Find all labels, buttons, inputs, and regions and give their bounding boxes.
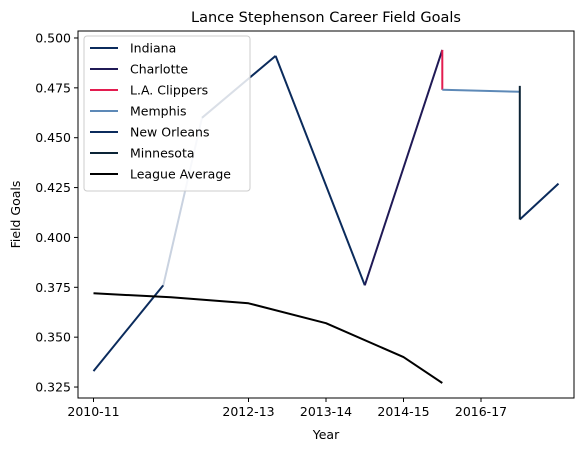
y-tick-label: 0.375 [35, 280, 71, 295]
series-line-3-segment-0 [442, 88, 520, 93]
x-tick-label: 2016-17 [455, 404, 507, 419]
plot-frame [77, 30, 575, 399]
legend-entry: Memphis [130, 104, 187, 119]
x-tick-label: 2014-15 [377, 404, 429, 419]
y-tick-label: 0.500 [35, 30, 71, 45]
legend-entry: New Orleans [130, 125, 209, 140]
legend-entry: Charlotte [130, 62, 188, 77]
series-line-0-segment-3 [274, 55, 366, 286]
series-line-4-segment-0 [519, 182, 560, 221]
y-axis-ticks: 0.325 0.350 0.375 0.400 0.425 0.450 0.475 0.500 [35, 30, 78, 395]
x-axis-ticks: 2010-11 2012-13 2013-14 2014-15 2016-17 [67, 398, 507, 419]
x-axis-label: Year [312, 427, 340, 442]
legend-box [83, 35, 251, 192]
y-tick-label: 0.450 [35, 130, 71, 145]
series-line-6-segment-0 [93, 292, 443, 384]
x-tick-label: 2010-11 [67, 404, 119, 419]
y-tick-label: 0.325 [35, 380, 71, 395]
y-axis-label: Field Goals [8, 181, 23, 249]
legend-entry: Indiana [130, 41, 176, 56]
x-tick-label: 2013-14 [300, 404, 352, 419]
y-tick-label: 0.425 [35, 180, 71, 195]
y-tick-label: 0.350 [35, 330, 71, 345]
legend: Indiana Charlotte L.A. Clippers Memphis New … [83, 35, 251, 192]
legend-entry: L.A. Clippers [130, 83, 208, 98]
legend-entry: League Average [130, 167, 231, 182]
series-line-1-segment-0 [363, 49, 444, 286]
x-tick-label: 2012-13 [222, 404, 274, 419]
y-tick-label: 0.475 [35, 80, 71, 95]
series-line-0-segment-0 [92, 284, 165, 372]
y-tick-label: 0.400 [35, 230, 71, 245]
legend-entry: Minnesota [130, 146, 195, 161]
chart-title: Lance Stephenson Career Field Goals [191, 10, 461, 26]
